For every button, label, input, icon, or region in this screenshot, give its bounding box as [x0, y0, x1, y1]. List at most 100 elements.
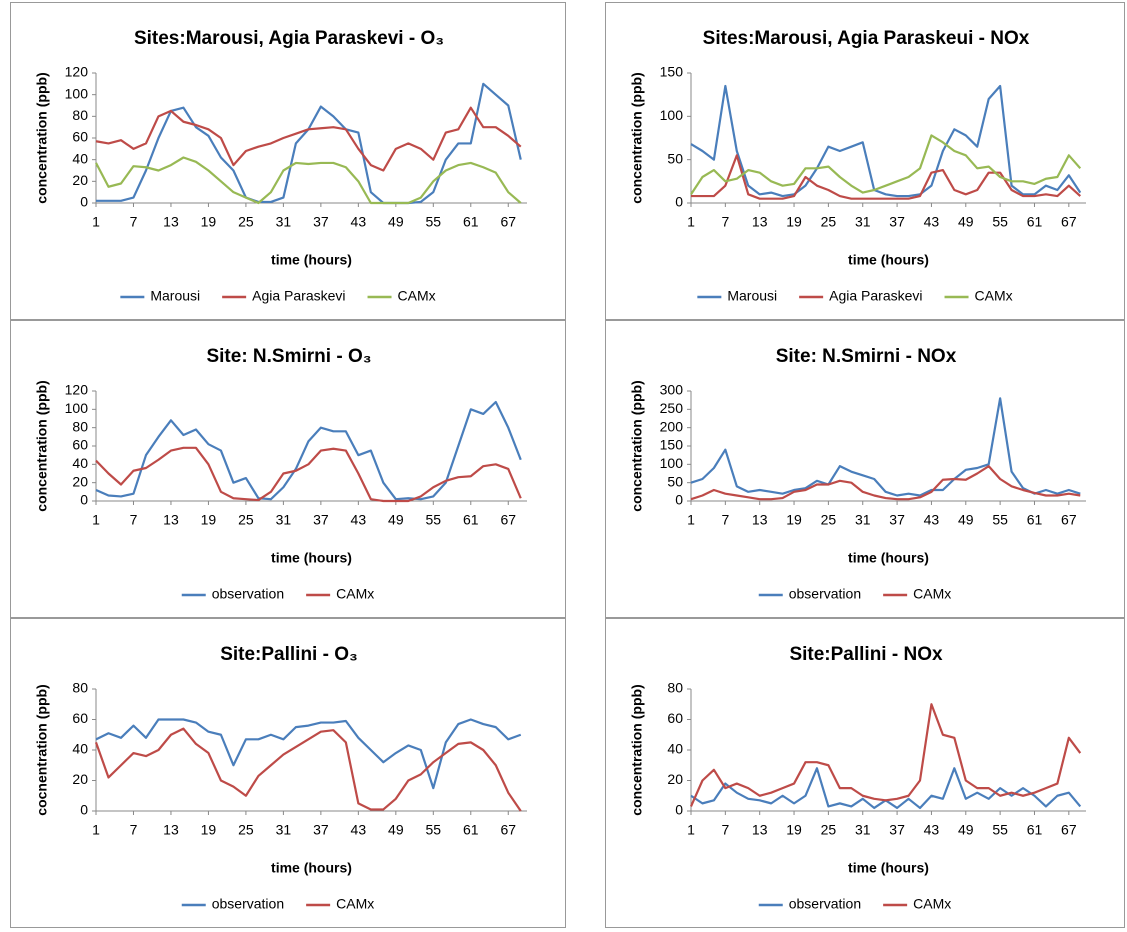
chart-panel: Site:Pallini - O₃ cocnentration (ppb) time… [10, 618, 566, 928]
series-line [96, 82, 522, 205]
y-tick-label: 60 [72, 710, 88, 726]
y-tick-label: 250 [660, 400, 684, 416]
y-tick-label: 100 [65, 85, 89, 101]
x-tick-label: 37 [313, 822, 329, 838]
x-tick-label: 19 [201, 822, 217, 838]
x-tick-label: 55 [426, 214, 442, 230]
legend-label: observation [212, 896, 284, 912]
x-tick-label: 37 [313, 214, 329, 230]
chart: Site:Pallini - NOx concentration (ppb) tim… [629, 644, 1086, 912]
x-axis-label: time (hours) [848, 252, 929, 268]
chart-title: Sites:Marousi, Agia Paraskeui - NOx [703, 28, 1030, 49]
series-line [690, 134, 1082, 195]
legend-label: observation [789, 896, 861, 912]
legend-label: Marousi [727, 288, 777, 304]
x-tick-label: 43 [924, 512, 940, 528]
x-tick-label: 61 [463, 214, 479, 230]
chart-panel: Sites:Marousi, Agia Paraskeui - NOx conce… [605, 2, 1125, 320]
y-tick-label: 150 [660, 64, 684, 80]
legend-label: CAMx [336, 586, 374, 602]
y-tick-label: 20 [72, 172, 88, 188]
x-tick-label: 25 [821, 512, 837, 528]
x-tick-label: 25 [238, 512, 254, 528]
y-axis-label: concentration (ppb) [629, 72, 645, 203]
x-tick-label: 19 [786, 512, 802, 528]
y-tick-label: 120 [65, 64, 89, 80]
series-line [690, 84, 1082, 198]
legend-label: CAMx [398, 288, 436, 304]
x-tick-label: 31 [276, 512, 292, 528]
chart: Site: N.Smirni - O₃ concentration (ppb) ti… [34, 346, 527, 602]
y-tick-label: 80 [72, 418, 88, 434]
x-tick-label: 19 [786, 822, 802, 838]
y-tick-label: 80 [72, 107, 88, 123]
chart-panel: Sites:Marousi, Agia Paraskevi - O₃ concen… [10, 2, 566, 320]
x-tick-label: 1 [687, 822, 695, 838]
legend-label: CAMx [336, 896, 374, 912]
x-tick-label: 49 [958, 214, 974, 230]
x-tick-label: 31 [855, 512, 871, 528]
y-tick-label: 40 [72, 150, 88, 166]
series-line [95, 718, 522, 790]
x-tick-label: 37 [889, 214, 905, 230]
x-tick-label: 55 [992, 512, 1008, 528]
x-tick-label: 1 [687, 512, 695, 528]
x-tick-label: 49 [958, 822, 974, 838]
x-tick-label: 1 [92, 512, 100, 528]
legend-label: Agia Paraskevi [252, 288, 345, 304]
x-axis-label: time (hours) [271, 860, 352, 876]
x-tick-label: 67 [1061, 822, 1077, 838]
legend-label: CAMx [975, 288, 1013, 304]
y-tick-label: 20 [72, 771, 88, 787]
x-tick-label: 49 [958, 512, 974, 528]
x-tick-label: 61 [1027, 214, 1043, 230]
y-tick-label: 60 [72, 129, 88, 145]
chart-title: Site:Pallini - NOx [789, 644, 943, 665]
chart-title: Site:Pallini - O₃ [220, 644, 358, 665]
x-tick-label: 43 [351, 214, 367, 230]
x-tick-label: 25 [821, 822, 837, 838]
legend-label: CAMx [913, 896, 951, 912]
y-tick-label: 100 [660, 455, 684, 471]
y-tick-label: 0 [675, 492, 683, 508]
x-tick-label: 61 [1027, 822, 1043, 838]
x-tick-label: 25 [238, 822, 254, 838]
y-tick-label: 100 [660, 107, 684, 123]
x-tick-label: 55 [992, 822, 1008, 838]
x-tick-label: 25 [238, 214, 254, 230]
legend-label: observation [212, 586, 284, 602]
x-axis-label: time (hours) [848, 550, 929, 566]
series-line [94, 727, 522, 812]
y-tick-label: 20 [72, 473, 88, 489]
y-axis-label: concentration (ppb) [629, 380, 645, 511]
x-tick-label: 7 [721, 822, 729, 838]
x-tick-label: 31 [276, 214, 292, 230]
series-line [690, 465, 1081, 501]
y-tick-label: 0 [80, 492, 88, 508]
x-tick-label: 1 [687, 214, 695, 230]
y-tick-label: 60 [72, 437, 88, 453]
y-axis-label: concentration (ppb) [34, 380, 50, 511]
y-tick-label: 40 [72, 455, 88, 471]
x-tick-label: 61 [1027, 512, 1043, 528]
x-tick-label: 43 [924, 822, 940, 838]
x-tick-label: 7 [130, 512, 138, 528]
y-tick-label: 300 [660, 382, 684, 398]
y-tick-label: 120 [65, 382, 89, 398]
x-tick-label: 13 [752, 214, 768, 230]
chart-title: Site: N.Smirni - NOx [776, 346, 957, 367]
chart-panel: Site:Pallini - NOx concentration (ppb) tim… [605, 618, 1125, 928]
x-tick-label: 43 [351, 512, 367, 528]
x-tick-label: 67 [500, 512, 516, 528]
x-tick-label: 37 [313, 512, 329, 528]
y-axis-label: cocnentration (ppb) [34, 684, 50, 815]
y-tick-label: 200 [660, 418, 684, 434]
x-tick-label: 67 [1061, 512, 1077, 528]
x-tick-label: 67 [500, 822, 516, 838]
y-axis-label: concentration (ppb) [34, 72, 50, 203]
x-tick-label: 19 [201, 512, 217, 528]
x-tick-label: 49 [388, 822, 404, 838]
y-tick-label: 0 [675, 802, 683, 818]
legend-label: Agia Paraskevi [829, 288, 922, 304]
y-axis-label: concentration (ppb) [629, 684, 645, 815]
